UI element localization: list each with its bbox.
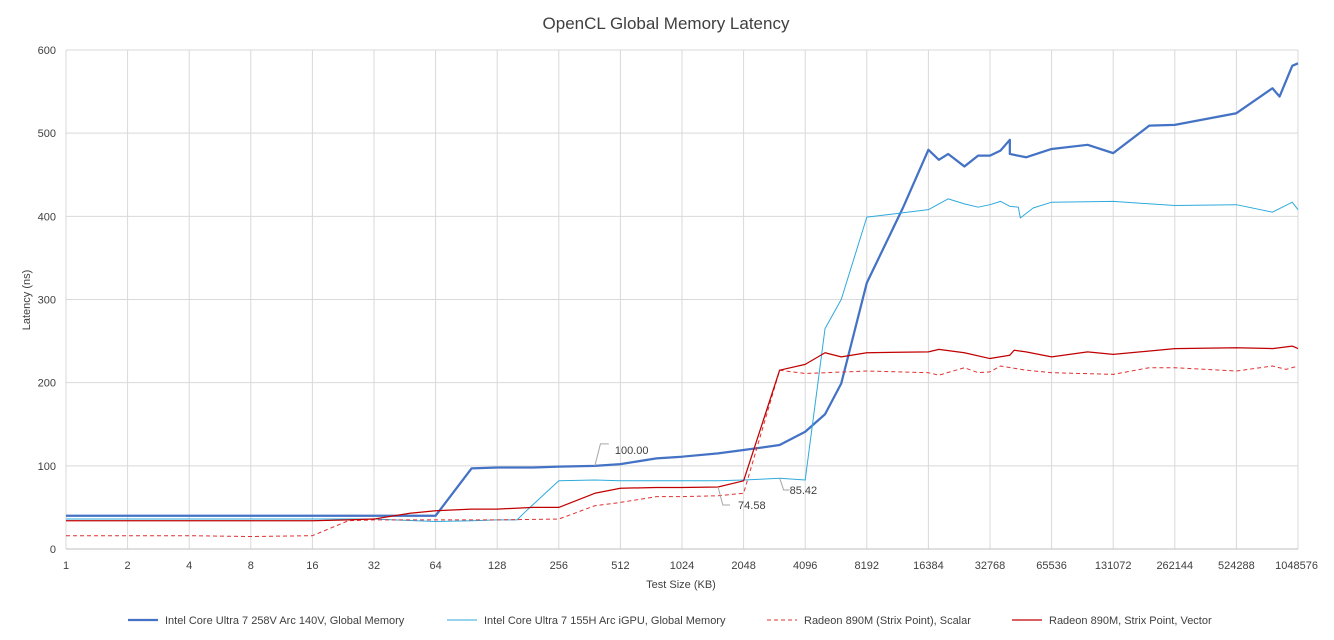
- annotation-leader: [779, 477, 790, 491]
- chart-title: OpenCL Global Memory Latency: [543, 14, 790, 33]
- y-tick-label: 400: [38, 211, 56, 223]
- annotation-leader: [594, 443, 609, 466]
- y-tick-label: 600: [38, 45, 56, 57]
- x-tick-label: 8: [248, 560, 254, 572]
- x-tick-label: 1048576: [1275, 560, 1318, 572]
- x-tick-label: 4096: [793, 560, 817, 572]
- data-label: 85.42: [790, 485, 818, 497]
- x-tick-label: 1024: [670, 560, 694, 572]
- annotation-leader: [717, 486, 731, 506]
- x-tick-label: 64: [429, 560, 441, 572]
- x-tick-label: 524288: [1218, 560, 1255, 572]
- x-tick-label: 16: [306, 560, 318, 572]
- x-tick-label: 65536: [1036, 560, 1067, 572]
- x-axis-label: Test Size (KB): [646, 579, 716, 591]
- data-label: 100.00: [615, 445, 649, 457]
- y-tick-label: 200: [38, 378, 56, 390]
- x-tick-label: 2048: [731, 560, 755, 572]
- x-tick-label: 8192: [855, 560, 879, 572]
- y-tick-label: 0: [50, 544, 56, 556]
- legend-label: Radeon 890M (Strix Point), Scalar: [804, 615, 971, 627]
- y-tick-label: 300: [38, 295, 56, 307]
- x-tick-label: 2: [125, 560, 131, 572]
- series-lines: [66, 62, 1299, 538]
- legend: Intel Core Ultra 7 258V Arc 140V, Global…: [128, 615, 1212, 627]
- x-tick-label: 32768: [975, 560, 1006, 572]
- y-tick-label: 500: [38, 128, 56, 140]
- gridlines: [65, 49, 1299, 550]
- y-tick-label: 100: [38, 461, 56, 473]
- legend-label: Radeon 890M, Strix Point, Vector: [1049, 615, 1212, 627]
- series-line-4: [66, 345, 1299, 522]
- axes: 0 100 200 300 400 500 600 1 2 4 8 16 32 64 128 256 512 10…: [38, 45, 1318, 572]
- x-tick-label: 16384: [913, 560, 944, 572]
- data-annotations: 100.00 74.58 85.42: [594, 443, 818, 512]
- legend-label: Intel Core Ultra 7 258V Arc 140V, Global…: [165, 615, 405, 627]
- x-tick-label: 4: [186, 560, 192, 572]
- series-line-1: [66, 62, 1299, 517]
- x-tick-label: 256: [550, 560, 568, 572]
- x-tick-label: 262144: [1156, 560, 1193, 572]
- x-tick-label: 131072: [1095, 560, 1132, 572]
- data-label: 74.58: [738, 500, 766, 512]
- y-axis-label: Latency (ns): [21, 270, 33, 331]
- x-tick-label: 512: [611, 560, 629, 572]
- legend-label: Intel Core Ultra 7 155H Arc iGPU, Global…: [484, 615, 726, 627]
- x-tick-label: 1: [63, 560, 69, 572]
- series-line-2: [66, 198, 1299, 523]
- x-tick-label: 128: [488, 560, 506, 572]
- x-tick-label: 32: [368, 560, 380, 572]
